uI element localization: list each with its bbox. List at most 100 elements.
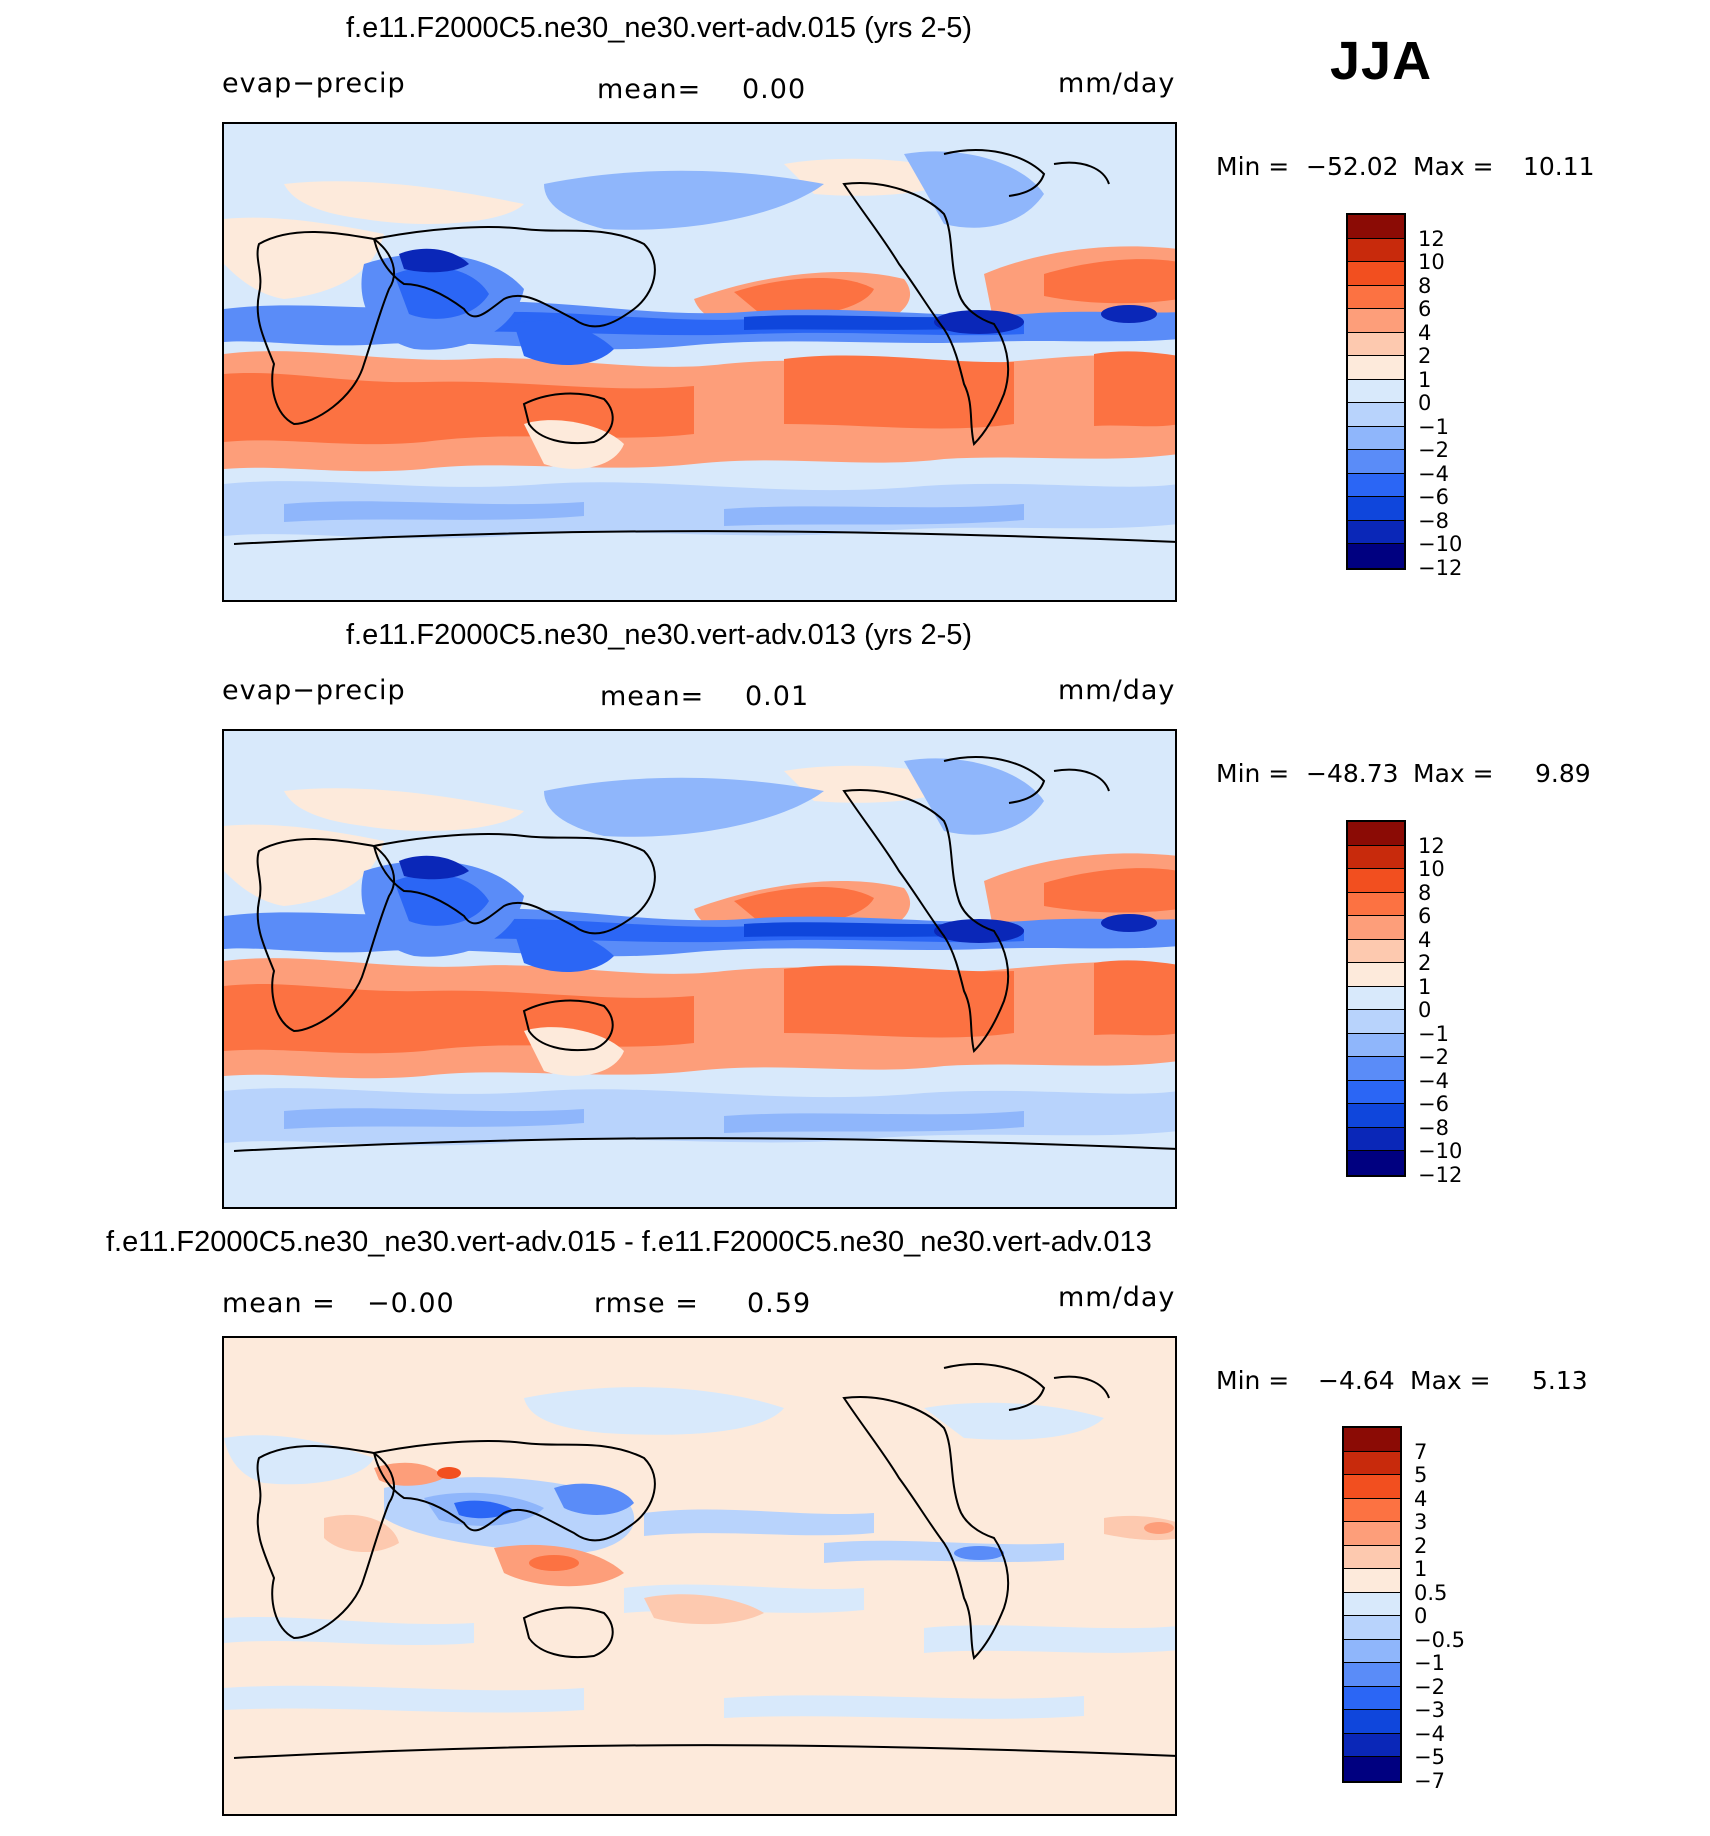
colorbar-swatch (1348, 520, 1404, 544)
colorbar-level-label: 2 (1414, 1533, 1428, 1558)
colorbar-swatch (1348, 450, 1404, 474)
colorbar-level-label: 8 (1418, 880, 1432, 905)
max-value: 10.11 (1523, 152, 1595, 181)
colorbar-swatch (1344, 1475, 1400, 1499)
colorbar-level-label: −10 (1418, 1139, 1463, 1163)
panel-title: f.e11.F2000C5.ne30_ne30.vert-adv.015 - f… (106, 1226, 1152, 1258)
colorbar-swatch (1344, 1522, 1400, 1546)
colorbar-swatch (1348, 963, 1404, 987)
colorbar-swatch (1344, 1592, 1400, 1616)
colorbar-level-label: 10 (1418, 250, 1445, 274)
colorbar-level-label: 3 (1414, 1510, 1428, 1534)
colorbar-swatch (1348, 869, 1404, 893)
colorbar-level-label: 4 (1418, 320, 1432, 345)
colorbar-swatch (1344, 1686, 1400, 1710)
colorbar-swatch (1348, 1080, 1404, 1104)
colorbar-swatch (1348, 473, 1404, 497)
colorbar-swatch (1348, 238, 1404, 262)
colorbar-swatch (1348, 1104, 1404, 1128)
map-evap-precip-013 (222, 729, 1177, 1209)
mean-value: 0.01 (745, 681, 810, 712)
colorbar-level-label: −10 (1418, 532, 1463, 556)
max-value: 5.13 (1532, 1366, 1588, 1395)
colorbar-swatch (1344, 1451, 1400, 1475)
colorbar-swatch (1348, 285, 1404, 309)
colorbar-swatch (1348, 403, 1404, 427)
colorbar-swatch (1348, 822, 1404, 846)
min-value: −52.02 (1306, 152, 1399, 181)
colorbar-level-label: 1 (1418, 367, 1432, 392)
colorbar-level-label: 0 (1414, 1604, 1428, 1628)
colorbar-swatches (1346, 820, 1406, 1177)
colorbar-level-label: 12 (1418, 226, 1445, 251)
colorbar-swatch (1344, 1639, 1400, 1663)
colorbar-swatch (1344, 1569, 1400, 1593)
colorbar-swatch (1348, 1010, 1404, 1034)
colorbar-level-label: −8 (1418, 1115, 1449, 1140)
colorbar-level-label: 12 (1418, 833, 1445, 858)
variable-label: evap−precip (222, 68, 406, 99)
colorbar-level-label: 2 (1418, 951, 1432, 975)
colorbar-level-label: 4 (1414, 1486, 1428, 1511)
colorbar-level-label: −6 (1418, 1092, 1449, 1116)
colorbar-swatch (1348, 1057, 1404, 1081)
max-value: 9.89 (1535, 759, 1591, 788)
map-field (224, 1338, 1175, 1814)
rmse-value: 0.59 (747, 1288, 812, 1319)
colorbar-level-label: −2 (1418, 438, 1449, 462)
colorbar-level-label: −1 (1414, 1651, 1445, 1675)
colorbar-swatch (1348, 1033, 1404, 1057)
colorbar-level-label: −2 (1414, 1674, 1445, 1699)
colorbar-swatch (1344, 1733, 1400, 1757)
units-label: mm/day (1058, 68, 1176, 99)
map-field (224, 731, 1175, 1207)
colorbar-level-label: −6 (1418, 485, 1449, 509)
colorbar-swatch (1344, 1757, 1400, 1781)
colorbar-swatch (1348, 1151, 1404, 1175)
colorbar-swatch (1344, 1616, 1400, 1640)
colorbar-swatch (1348, 845, 1404, 869)
colorbar-level-label: −12 (1418, 555, 1463, 580)
colorbar-swatch (1348, 426, 1404, 450)
colorbar-level-label: 7 (1414, 1439, 1428, 1464)
colorbar-swatch (1348, 1127, 1404, 1151)
mean-label: mean = (222, 1288, 336, 1319)
colorbar-level-label: −1 (1418, 414, 1449, 439)
colorbar-level-label: 4 (1418, 927, 1432, 952)
colorbar-level-label: 0 (1418, 998, 1432, 1022)
colorbar-swatches (1346, 213, 1406, 570)
colorbar-swatch (1348, 309, 1404, 333)
colorbar-swatch (1344, 1498, 1400, 1522)
colorbar-swatch (1348, 215, 1404, 239)
map-difference (222, 1336, 1177, 1816)
panel-title: f.e11.F2000C5.ne30_ne30.vert-adv.015 (yr… (346, 12, 973, 44)
colorbar-swatch (1348, 892, 1404, 916)
min-label: Min = (1216, 1366, 1290, 1395)
variable-label: evap−precip (222, 675, 406, 706)
colorbar-level-label: −12 (1418, 1162, 1463, 1187)
colorbar-level-label: 6 (1418, 904, 1432, 928)
colorbar-swatch (1348, 262, 1404, 286)
colorbar-level-label: −3 (1414, 1698, 1445, 1722)
min-value: −4.64 (1318, 1366, 1395, 1395)
colorbar-level-label: 0 (1418, 391, 1432, 415)
colorbar-level-label: −0.5 (1414, 1627, 1465, 1652)
colorbar-level-label: −8 (1418, 508, 1449, 533)
colorbar-level-label: −2 (1418, 1045, 1449, 1069)
colorbar-level-label: −4 (1418, 1068, 1449, 1093)
panel-title: f.e11.F2000C5.ne30_ne30.vert-adv.013 (yr… (346, 619, 973, 651)
units-label: mm/day (1058, 1282, 1176, 1313)
colorbar-swatch (1348, 916, 1404, 940)
max-label: Max = (1413, 759, 1494, 788)
rmse-label: rmse = (594, 1288, 699, 1319)
colorbar-level-label: 0.5 (1414, 1580, 1448, 1605)
colorbar-swatches (1342, 1426, 1402, 1783)
mean-label: mean= (597, 74, 702, 105)
colorbar-swatch (1348, 986, 1404, 1010)
colorbar-swatch (1348, 497, 1404, 521)
colorbar-swatch (1344, 1428, 1400, 1452)
colorbar-level-label: 6 (1418, 297, 1432, 321)
map-field (224, 124, 1175, 600)
min-label: Min = (1216, 152, 1290, 181)
units-label: mm/day (1058, 675, 1176, 706)
